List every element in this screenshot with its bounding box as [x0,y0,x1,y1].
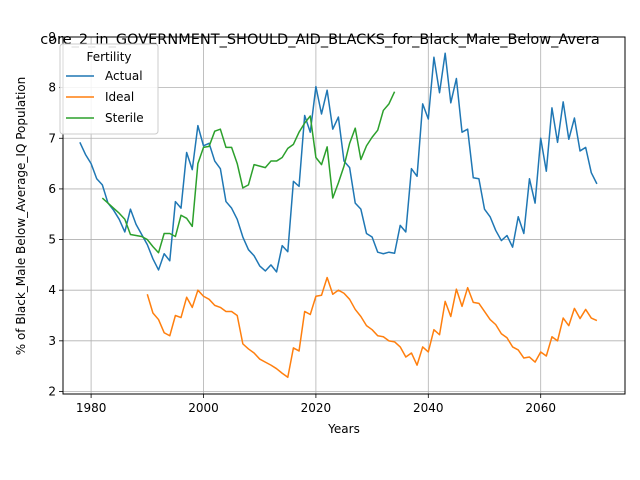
legend-box [59,43,159,135]
y-tick-label: 3 [48,334,56,348]
x-tick-label: 2000 [188,401,219,415]
legend: Fertility Actual Ideal Sterile [59,43,159,135]
y-tick-label: 9 [48,30,56,44]
y-tick-label: 7 [48,131,56,145]
legend-title: Fertility [86,50,131,64]
y-tick-label: 2 [48,384,56,398]
x-tick-label: 2040 [413,401,444,415]
y-tick-label: 8 [48,81,56,95]
x-tick-label: 2020 [301,401,332,415]
series-line-sterile [101,91,396,254]
legend-label-actual: Actual [105,69,143,83]
axis-ticks: 1980 2000 2020 2040 2060 2 3 4 5 6 7 8 9 [48,30,556,415]
y-axis-label: % of Black_Male Below_Average_IQ Populat… [14,77,28,356]
series-line-ideal [146,276,598,379]
legend-label-ideal: Ideal [105,90,134,104]
y-tick-label: 4 [48,283,56,297]
y-tick-label: 5 [48,233,56,247]
series-lines [79,52,598,379]
plot-frame [62,36,626,395]
x-axis-label: Years [327,422,360,436]
x-tick-label: 1980 [76,401,107,415]
y-tick-label: 6 [48,182,56,196]
chart-title: core_2_in_GOVERNMENT_SHOULD_AID_BLACKS_f… [40,32,600,48]
series-line-actual [79,52,598,273]
legend-label-sterile: Sterile [105,111,144,125]
x-tick-label: 2060 [525,401,556,415]
